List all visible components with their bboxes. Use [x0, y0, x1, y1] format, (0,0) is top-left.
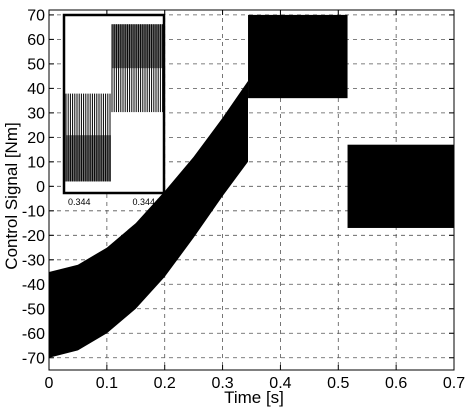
x-axis-ticks: 0 0.1 0.2 0.3 0.4 0.5 0.6 0.7: [45, 10, 465, 392]
y-tick-label: -40: [22, 277, 45, 294]
y-tick-label: -50: [22, 301, 45, 318]
inset-zoom-panel: 0.344 0.3444: [62, 13, 166, 207]
x-tick-label: 0: [45, 375, 54, 392]
inset-x-tick-label: 0.344: [68, 197, 91, 207]
y-tick-label: 30: [27, 105, 45, 122]
y-tick-label: -70: [22, 350, 45, 367]
y-tick-label: -20: [22, 228, 45, 245]
x-tick-label: 0.7: [443, 375, 465, 392]
signal-band-segment-2: [248, 14, 348, 99]
y-tick-label: 70: [27, 7, 45, 24]
y-tick-label: -30: [22, 252, 45, 269]
signal-band: [49, 14, 454, 358]
x-tick-label: 0.4: [269, 375, 291, 392]
signal-band-phase-1: [49, 81, 248, 358]
x-tick-label: 0.5: [327, 375, 349, 392]
y-axis-label: Control Signal [Nm]: [2, 122, 21, 269]
x-tick-label: 0.1: [96, 375, 118, 392]
inset-high-dense: [112, 24, 163, 69]
y-tick-label: 10: [27, 154, 45, 171]
inset-frame: [62, 13, 166, 195]
y-tick-label: 20: [27, 130, 45, 147]
inset-low-dense: [66, 135, 111, 182]
y-tick-label: 50: [27, 56, 45, 73]
y-tick-label: 60: [27, 32, 45, 49]
plot-frame: [48, 9, 455, 371]
x-tick-label: 0.3: [211, 375, 233, 392]
y-tick-label: 0: [36, 179, 45, 196]
signal-band-segment-3: [347, 144, 454, 228]
y-axis-ticks: -70 -60 -50 -40 -30 -20 -10 0 10 20 30 40 50 60 70: [22, 7, 454, 367]
x-tick-label: 0.6: [385, 375, 407, 392]
x-tick-label: 0.2: [154, 375, 176, 392]
y-tick-label: 40: [27, 81, 45, 98]
x-axis-label: Time [s]: [224, 388, 284, 407]
inset-x-tick-label: 0.3444: [132, 197, 160, 207]
y-tick-label: -10: [22, 203, 45, 220]
y-tick-label: -60: [22, 326, 45, 343]
